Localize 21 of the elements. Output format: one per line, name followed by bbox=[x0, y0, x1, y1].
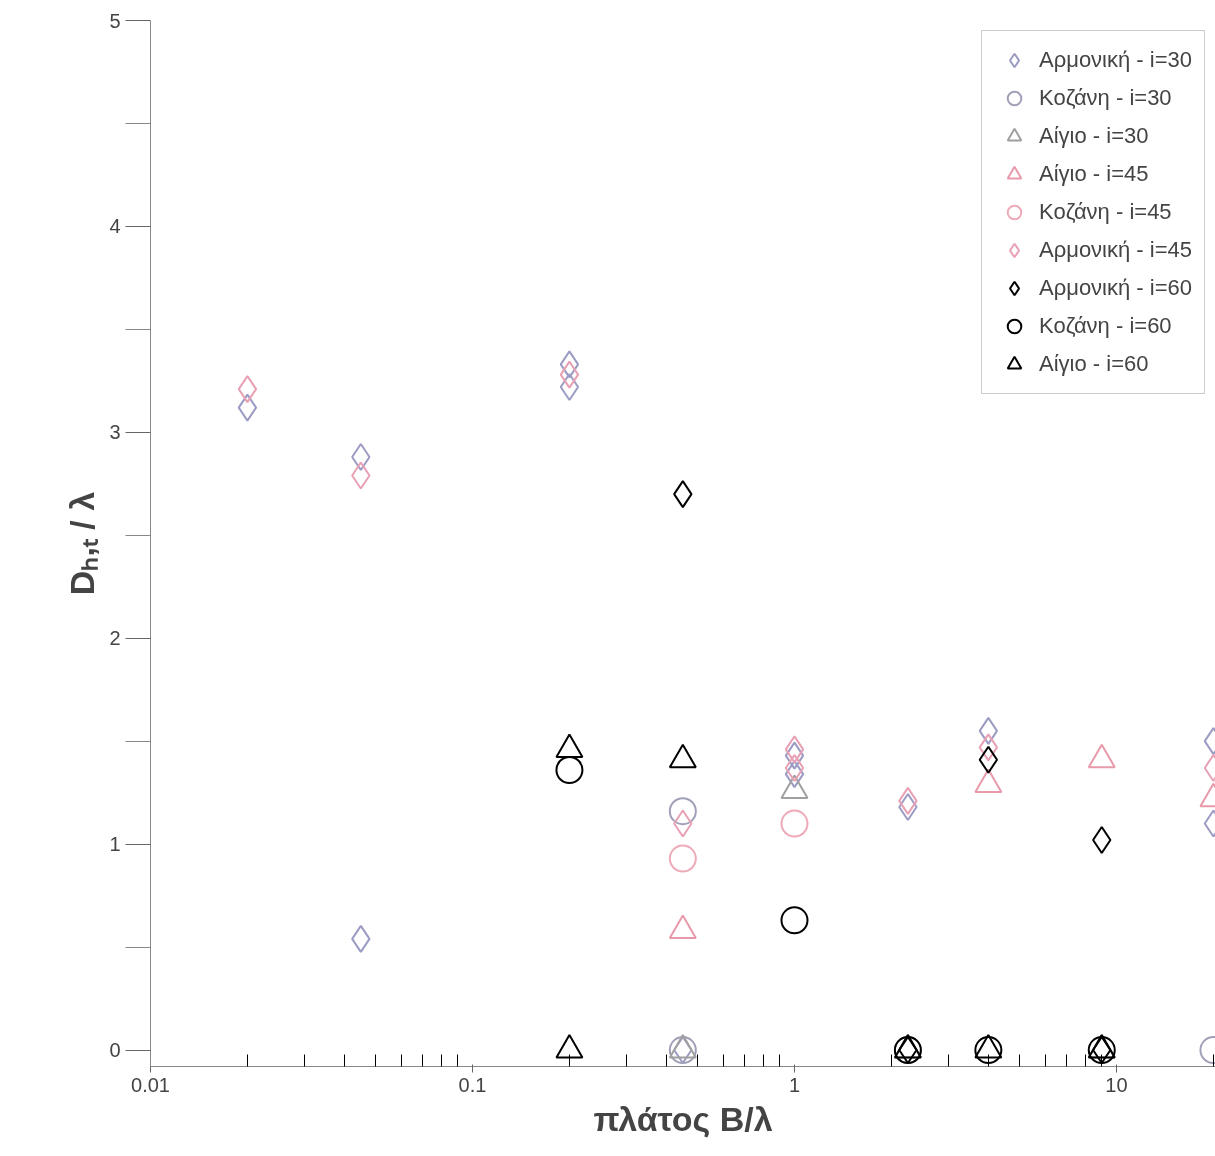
legend-label: Κοζάνη - i=60 bbox=[1039, 313, 1172, 339]
legend-label: Κοζάνη - i=30 bbox=[1039, 85, 1172, 111]
x-tick-label: 1 bbox=[788, 1073, 801, 1096]
x-axis-title: πλάτος B/λ bbox=[593, 1099, 773, 1138]
y-tick-label: 2 bbox=[109, 627, 121, 650]
y-tick-label: 1 bbox=[109, 833, 121, 856]
y-tick-label: 4 bbox=[109, 215, 121, 238]
legend-label: Αρμονική - i=30 bbox=[1039, 47, 1192, 73]
x-tick-label: 0.01 bbox=[131, 1073, 170, 1096]
legend-label: Αρμονική - i=45 bbox=[1039, 237, 1192, 263]
x-tick-label: 10 bbox=[1105, 1073, 1128, 1096]
y-tick-label: 5 bbox=[109, 9, 121, 32]
x-tick-label: 0.1 bbox=[458, 1073, 487, 1096]
legend-label: Αρμονική - i=60 bbox=[1039, 275, 1192, 301]
legend-label: Αίγιο - i=30 bbox=[1039, 123, 1149, 149]
y-tick-label: 3 bbox=[109, 421, 121, 444]
y-axis-title: Dₕ,ₜ / λ bbox=[63, 491, 102, 596]
legend-label: Κοζάνη - i=45 bbox=[1039, 199, 1172, 225]
y-tick-label: 0 bbox=[109, 1039, 121, 1062]
legend-label: Αίγιο - i=45 bbox=[1039, 161, 1149, 187]
legend-label: Αίγιο - i=60 bbox=[1039, 351, 1149, 377]
